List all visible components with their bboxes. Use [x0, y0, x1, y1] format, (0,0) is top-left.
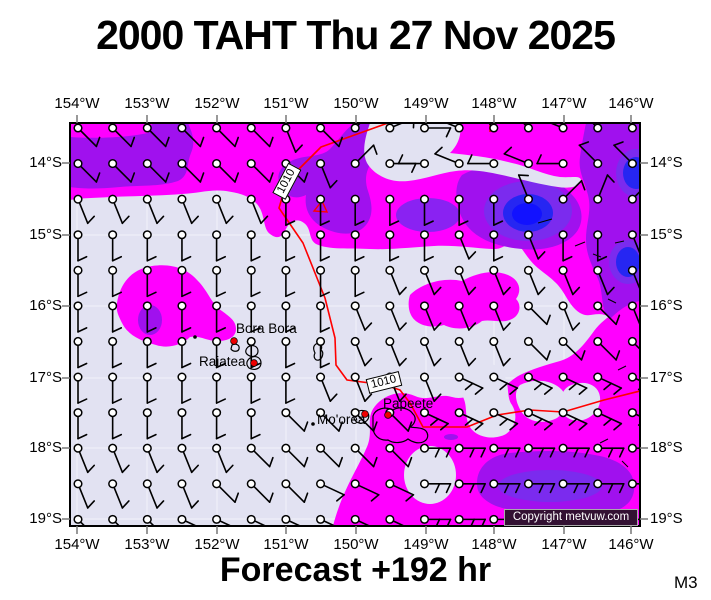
lat-label-right-2: 16°S — [650, 297, 683, 314]
lon-label-bottom-5: 149°W — [403, 536, 449, 553]
lat-label-left-5: 19°S — [29, 510, 62, 527]
lat-label-left-1: 15°S — [29, 226, 62, 243]
axis-ticks — [62, 115, 648, 534]
lon-label-top-5: 149°W — [403, 95, 449, 112]
lon-label-bottom-8: 146°W — [608, 536, 654, 553]
lon-label-bottom-6: 148°W — [471, 536, 517, 553]
lon-label-bottom-0: 154°W — [54, 536, 100, 553]
place-label-raiatea: Raiatea — [199, 354, 246, 369]
lat-label-right-1: 15°S — [650, 226, 683, 243]
island-outline — [313, 342, 324, 361]
lat-label-right-0: 14°S — [650, 154, 683, 171]
atoll-mark — [614, 240, 625, 244]
town-dot — [361, 410, 369, 418]
place-label-bora-bora: Bora Bora — [236, 321, 297, 336]
lat-label-left-2: 16°S — [29, 297, 62, 314]
forecast-hour-label: Forecast +192 hr — [219, 551, 492, 589]
lon-label-top-4: 150°W — [333, 95, 379, 112]
lon-label-top-2: 152°W — [194, 95, 240, 112]
lat-label-right-3: 17°S — [650, 369, 683, 386]
map-art — [70, 123, 640, 526]
atoll-mark — [537, 218, 553, 224]
lon-label-top-0: 154°W — [54, 95, 100, 112]
town-dot — [230, 337, 238, 345]
page-title: 2000 TAHT Thu 27 Nov 2025 — [96, 12, 616, 58]
town-dot — [250, 359, 258, 367]
atoll-mark — [617, 365, 627, 371]
copyright-badge: Copyright metvuw.com — [504, 509, 638, 526]
lon-label-top-6: 148°W — [471, 95, 517, 112]
island-outline — [246, 356, 262, 370]
lon-label-top-3: 151°W — [263, 95, 309, 112]
map-border — [69, 122, 641, 527]
lat-label-left-3: 17°S — [29, 369, 62, 386]
lon-label-bottom-3: 151°W — [263, 536, 309, 553]
lat-label-left-4: 18°S — [29, 439, 62, 456]
lon-label-bottom-2: 152°W — [194, 536, 240, 553]
lon-label-top-1: 153°W — [124, 95, 170, 112]
lon-label-top-7: 147°W — [541, 95, 587, 112]
lon-label-bottom-7: 147°W — [541, 536, 587, 553]
place-label-moorea: Mo'orea — [317, 412, 366, 427]
atoll-mark — [599, 438, 609, 444]
lat-label-left-0: 14°S — [29, 154, 62, 171]
lon-label-bottom-4: 150°W — [333, 536, 379, 553]
lon-label-top-8: 146°W — [608, 95, 654, 112]
atoll-mark — [621, 460, 629, 468]
atoll-mark — [607, 298, 617, 304]
islet-dot — [311, 422, 315, 426]
model-tag: M3 — [674, 573, 698, 592]
islet-dot — [193, 335, 197, 339]
lon-label-bottom-1: 153°W — [124, 536, 170, 553]
lat-label-right-4: 18°S — [650, 439, 683, 456]
town-dot — [384, 411, 392, 419]
island-outline — [372, 407, 429, 444]
atoll-mark — [574, 241, 586, 247]
place-label-papeete: Papeete — [383, 396, 434, 411]
lat-label-right-5: 19°S — [650, 510, 683, 527]
